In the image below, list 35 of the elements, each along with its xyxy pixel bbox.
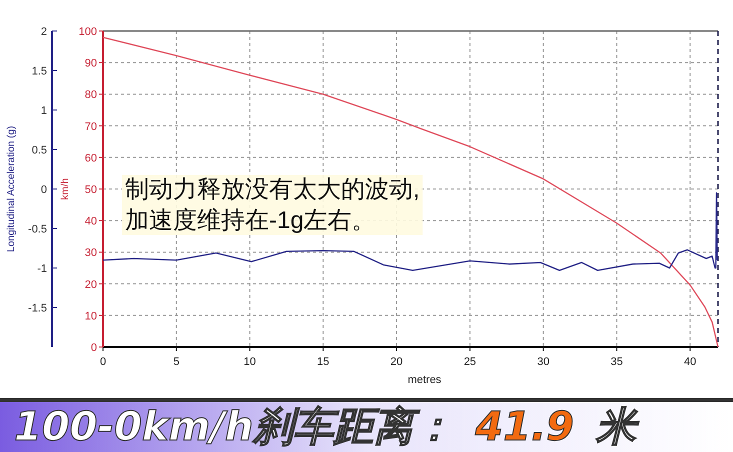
- x-tick-label: 30: [537, 356, 550, 368]
- y2-tick-label: 0: [40, 184, 47, 196]
- x-axis-title: metres: [408, 374, 442, 386]
- annotation: 制动力释放没有太大的波动, 加速度维持在-1g左右。: [125, 176, 420, 234]
- x-tick-label: 10: [244, 356, 256, 368]
- y2-tick-label: 1.5: [32, 66, 47, 78]
- y-tick-label: 40: [84, 216, 97, 228]
- x-tick-label: 25: [464, 356, 476, 368]
- y2-tick-label: 1: [40, 105, 47, 117]
- text: 41.9: [474, 404, 574, 450]
- y-tick-label: 0: [90, 342, 97, 354]
- y-tick-label: 60: [84, 152, 97, 164]
- y-tick-label: 20: [84, 278, 97, 291]
- x-tick-label: 15: [317, 356, 330, 368]
- y-tick-label: 10: [84, 310, 97, 322]
- x-tick-label: 0: [100, 356, 106, 368]
- y2-tick-label: 0.5: [32, 144, 47, 156]
- y-tick-label: 80: [84, 89, 97, 102]
- y2-axis-title: Longitudinal Acceleration (g): [6, 126, 17, 252]
- y2-tick-label: 2: [40, 26, 47, 38]
- y-tick-label: 30: [84, 247, 97, 260]
- x-tick-label: 40: [684, 356, 696, 368]
- y-tick-label: 50: [84, 184, 97, 196]
- x-tick-label: 20: [390, 356, 403, 368]
- y2-tick-label: -0.5: [28, 224, 47, 236]
- y2-tick-label: -1: [37, 263, 47, 275]
- y-axis-title: km/h: [60, 178, 71, 200]
- y-tick-label: 90: [84, 58, 97, 70]
- text: 100-0km/h刹车距离：: [14, 404, 454, 450]
- y-tick-label: 70: [84, 120, 97, 133]
- x-tick-label: 35: [610, 356, 623, 368]
- y-tick-label: 100: [78, 26, 97, 38]
- text: 米: [595, 404, 640, 450]
- x-tick-label: 5: [173, 356, 180, 368]
- y2-tick-label: -1.5: [28, 302, 47, 314]
